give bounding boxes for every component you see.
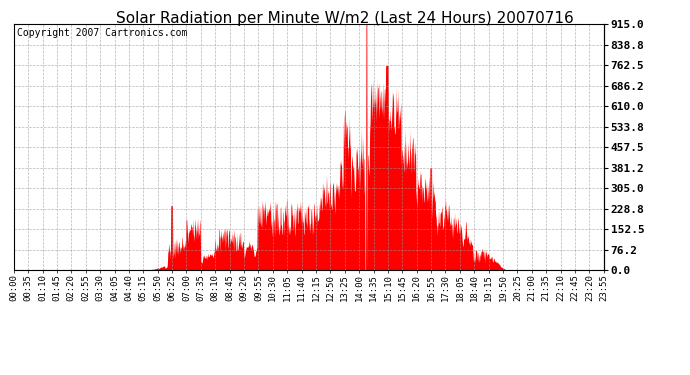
Text: Copyright 2007 Cartronics.com: Copyright 2007 Cartronics.com	[17, 28, 187, 38]
Text: Solar Radiation per Minute W/m2 (Last 24 Hours) 20070716: Solar Radiation per Minute W/m2 (Last 24…	[116, 11, 574, 26]
